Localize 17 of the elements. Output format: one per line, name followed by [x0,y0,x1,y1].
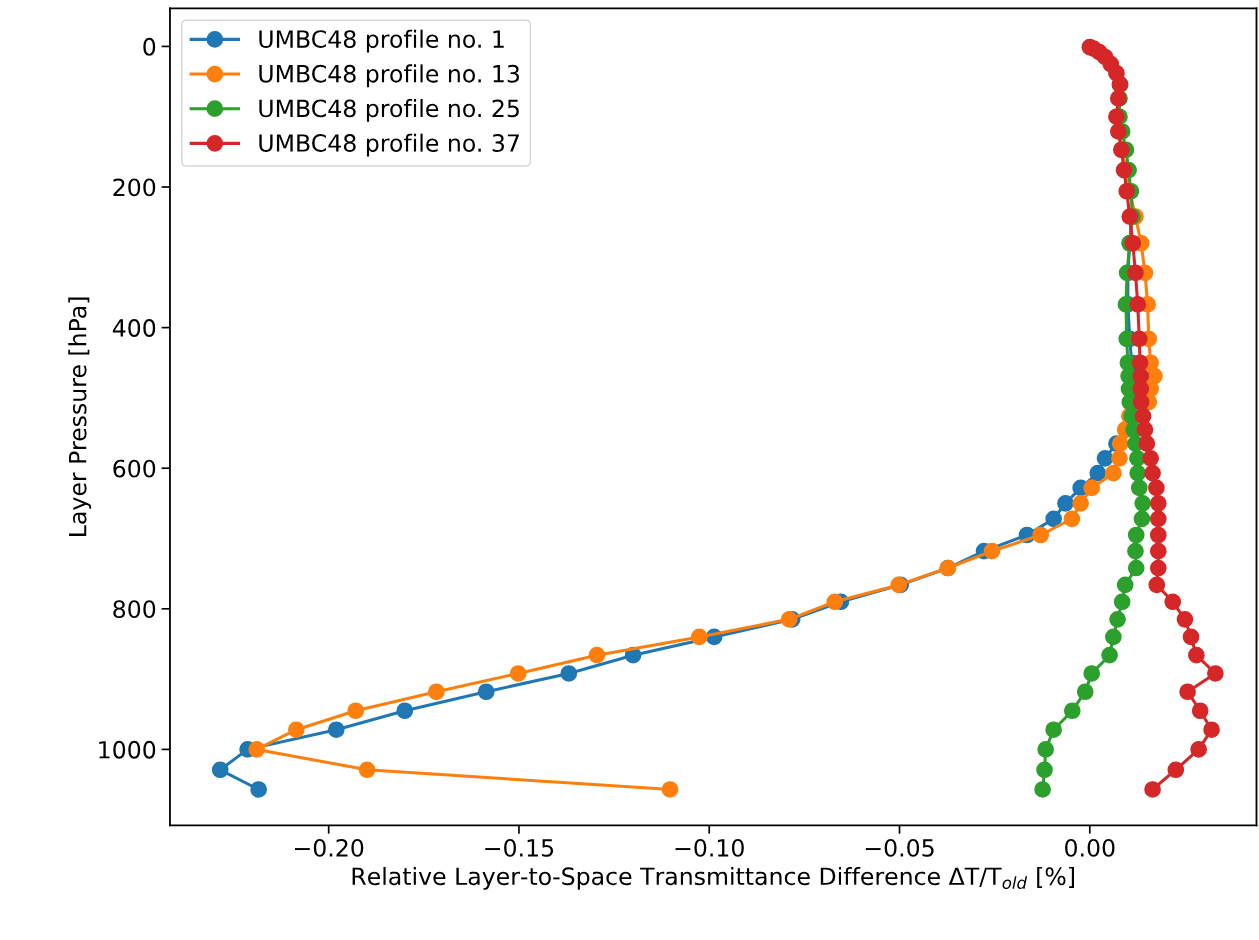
y-tick-label: 600 [113,459,156,478]
x-tick-label: −0.15 [485,838,554,857]
x-tick-label: −0.20 [294,838,364,857]
x-axis-title: Relative Layer-to-Space Transmittance Difference ΔT/T$_{old}$ [%] [352,866,1074,890]
x-tick-label: −0.10 [675,838,744,857]
legend-label: UMBC48 profile no. 1 [259,29,504,53]
y-tick-label: 200 [113,178,156,197]
legend-label: UMBC48 profile no. 13 [259,64,520,88]
y-tick-label: 800 [113,600,156,619]
legend-label: UMBC48 profile no. 37 [259,133,519,157]
x-tick-label: 0.00 [1065,838,1115,857]
y-tick-label: 1000 [99,740,156,759]
y-tick-label: 400 [112,319,156,337]
y-axis-title: Layer Pressure [hPa] [68,297,92,536]
legend-label: UMBC48 profile no. 25 [259,99,519,122]
x-tick-label: −0.05 [865,838,934,857]
y-tick-label: 0 [143,37,156,56]
